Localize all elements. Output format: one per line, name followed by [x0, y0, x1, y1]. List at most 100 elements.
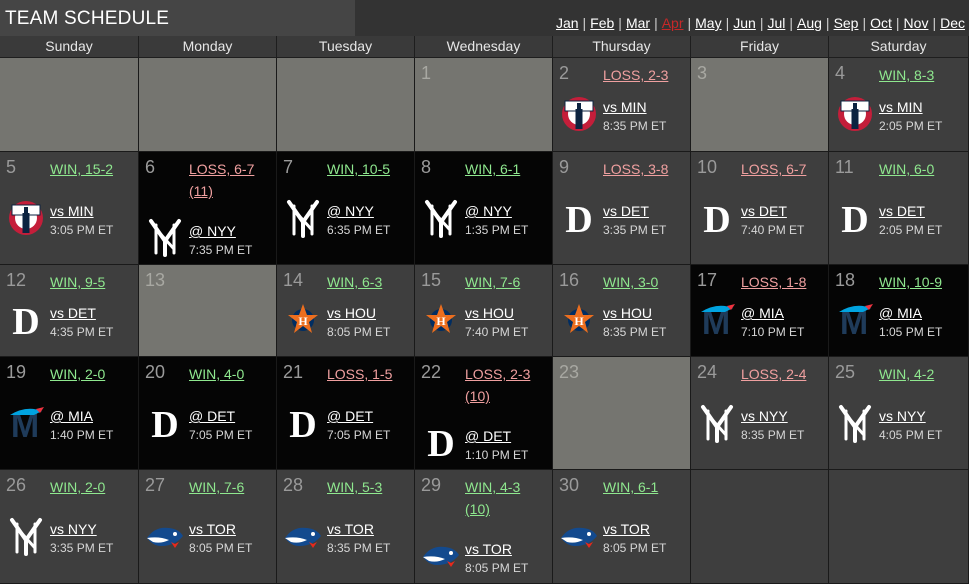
day-cell-6[interactable]: 6 LOSS, 6-7 (11) @ NYY 7:35 PM ET [139, 152, 277, 265]
game-result-link[interactable]: LOSS, 6-7 (11) [189, 158, 254, 202]
game-result-link[interactable]: WIN, 10-5 [327, 158, 390, 180]
weekday-thursday: Thursday [553, 36, 691, 58]
game-result-link[interactable]: WIN, 4-3 (10) [465, 476, 520, 520]
day-cell-25[interactable]: 25 WIN, 4-2 vs NYY 4:05 PM ET [829, 357, 969, 470]
day-cell-22[interactable]: 22 LOSS, 2-3 (10) D @ DET 1:10 PM ET [415, 357, 553, 470]
game-result-link[interactable]: LOSS, 3-8 [603, 158, 668, 180]
game-result-link[interactable]: WIN, 8-3 [879, 64, 934, 86]
month-link-oct[interactable]: Oct [870, 15, 892, 31]
opponent-link[interactable]: @ NYY [465, 203, 512, 219]
day-cell-18[interactable]: 18 WIN, 10-9 M @ MIA 1:05 PM ET [829, 265, 969, 357]
month-link-apr[interactable]: Apr [661, 15, 684, 31]
day-cell-7[interactable]: 7 WIN, 10-5 @ NYY 6:35 PM ET [277, 152, 415, 265]
day-cell-29[interactable]: 29 WIN, 4-3 (10) vs TOR 8:05 PM ET [415, 470, 553, 584]
month-link-jun[interactable]: Jun [733, 15, 756, 31]
game-result-link[interactable]: WIN, 6-1 [465, 158, 520, 180]
game-result-link[interactable]: WIN, 6-0 [879, 158, 934, 180]
day-cell-28[interactable]: 28 WIN, 5-3 vs TOR 8:35 PM ET [277, 470, 415, 584]
month-link-jan[interactable]: Jan [555, 15, 579, 31]
game-result-link[interactable]: WIN, 7-6 [465, 271, 520, 293]
opponent-link[interactable]: vs NYY [879, 408, 926, 424]
opponent-link[interactable]: @ DET [189, 408, 236, 424]
day-number: 10 [697, 157, 718, 177]
game-time: 4:35 PM ET [50, 325, 114, 339]
game-result-link[interactable]: LOSS, 2-3 [603, 64, 668, 86]
day-number: 20 [145, 362, 166, 382]
game-result-link[interactable]: LOSS, 1-5 [327, 363, 392, 385]
day-cell-20[interactable]: 20 WIN, 4-0 D @ DET 7:05 PM ET [139, 357, 277, 470]
day-cell-8[interactable]: 8 WIN, 6-1 @ NYY 1:35 PM ET [415, 152, 553, 265]
game-result-link[interactable]: WIN, 2-0 [50, 363, 105, 385]
opponent-link[interactable]: @ MIA [879, 305, 922, 321]
opponent-link[interactable]: @ DET [327, 408, 374, 424]
month-link-dec[interactable]: Dec [940, 15, 965, 31]
opponent-link[interactable]: vs HOU [465, 305, 514, 321]
day-cell-26[interactable]: 26 WIN, 2-0 vs NYY 3:35 PM ET [0, 470, 139, 584]
day-cell-2[interactable]: 2 LOSS, 2-3 vs MIN 8:35 PM ET [553, 58, 691, 152]
opponent-link[interactable]: @ MIA [741, 305, 784, 321]
game-result-link[interactable]: WIN, 3-0 [603, 271, 658, 293]
opponent-link[interactable]: vs DET [741, 203, 787, 219]
game-time: 8:35 PM ET [741, 428, 805, 442]
opponent-link[interactable]: vs HOU [327, 305, 376, 321]
opponent-link[interactable]: vs MIN [603, 99, 647, 115]
day-cell-19[interactable]: 19 WIN, 2-0 M @ MIA 1:40 PM ET [0, 357, 139, 470]
svg-text:H: H [436, 314, 446, 328]
opponent-link[interactable]: vs TOR [189, 521, 236, 537]
month-link-mar[interactable]: Mar [625, 15, 651, 31]
opponent-link[interactable]: vs TOR [603, 521, 650, 537]
opponent-link[interactable]: vs MIN [50, 203, 94, 219]
game-result-link[interactable]: WIN, 2-0 [50, 476, 105, 498]
month-link-sep[interactable]: Sep [833, 15, 859, 31]
day-cell-17[interactable]: 17 LOSS, 1-8 M @ MIA 7:10 PM ET [691, 265, 829, 357]
game-result-link[interactable]: WIN, 6-1 [603, 476, 658, 498]
game-result-link[interactable]: LOSS, 1-8 [741, 271, 806, 293]
day-cell-24[interactable]: 24 LOSS, 2-4 vs NYY 8:35 PM ET [691, 357, 829, 470]
month-link-nov[interactable]: Nov [903, 15, 929, 31]
day-cell-5[interactable]: 5 WIN, 15-2 vs MIN 3:05 PM ET [0, 152, 139, 265]
game-result-link[interactable]: LOSS, 6-7 [741, 158, 806, 180]
opponent-link[interactable]: vs DET [603, 203, 649, 219]
opponent-link[interactable]: vs TOR [327, 521, 374, 537]
opponent-link[interactable]: @ DET [465, 428, 512, 444]
weekday-tuesday: Tuesday [277, 36, 415, 58]
opponent-link[interactable]: vs HOU [603, 305, 652, 321]
opponent-link[interactable]: vs DET [879, 203, 925, 219]
month-link-jul[interactable]: Jul [767, 15, 786, 31]
day-cell-27[interactable]: 27 WIN, 7-6 vs TOR 8:05 PM ET [139, 470, 277, 584]
game-result-link[interactable]: LOSS, 2-4 [741, 363, 806, 385]
game-result-link[interactable]: WIN, 9-5 [50, 271, 105, 293]
month-link-feb[interactable]: Feb [590, 15, 615, 31]
game-result-link[interactable]: WIN, 4-0 [189, 363, 244, 385]
bluejays-logo-icon [421, 533, 461, 577]
opponent-link[interactable]: @ NYY [327, 203, 374, 219]
month-link-may[interactable]: May [695, 15, 722, 31]
game-result-link[interactable]: WIN, 4-2 [879, 363, 934, 385]
opponent-link[interactable]: vs DET [50, 305, 96, 321]
game-result-link[interactable]: WIN, 10-9 [879, 271, 942, 293]
game-result-link[interactable]: LOSS, 2-3 (10) [465, 363, 530, 407]
day-number: 8 [421, 157, 432, 177]
opponent-link[interactable]: vs NYY [741, 408, 788, 424]
opponent-link[interactable]: vs MIN [879, 99, 923, 115]
opponent-link[interactable]: vs TOR [465, 541, 512, 557]
opponent-link[interactable]: @ NYY [189, 223, 236, 239]
opponent-link[interactable]: vs NYY [50, 521, 97, 537]
game-result-link[interactable]: WIN, 7-6 [189, 476, 244, 498]
month-link-aug[interactable]: Aug [797, 15, 822, 31]
day-cell-30[interactable]: 30 WIN, 6-1 vs TOR 8:05 PM ET [553, 470, 691, 584]
game-result-link[interactable]: WIN, 15-2 [50, 158, 113, 180]
game-result-link[interactable]: WIN, 5-3 [327, 476, 382, 498]
day-number: 4 [835, 63, 846, 83]
game-result-link[interactable]: WIN, 6-3 [327, 271, 382, 293]
opponent-link[interactable]: @ MIA [50, 408, 93, 424]
day-cell-21[interactable]: 21 LOSS, 1-5 D @ DET 7:05 PM ET [277, 357, 415, 470]
day-cell-4[interactable]: 4 WIN, 8-3 vs MIN 2:05 PM ET [829, 58, 969, 152]
